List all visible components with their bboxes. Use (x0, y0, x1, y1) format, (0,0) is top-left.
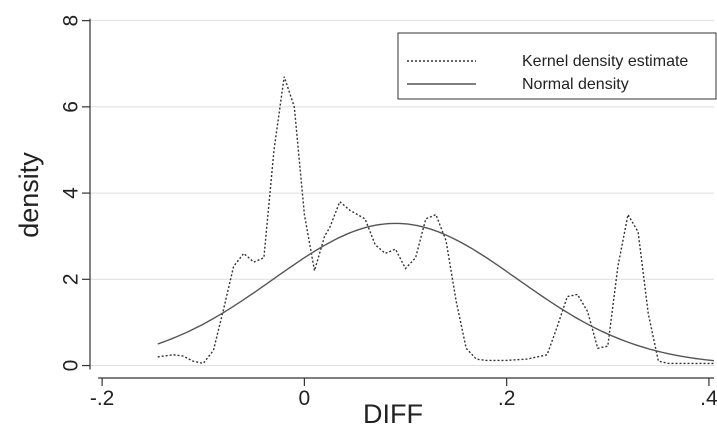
ticks: 0 2 4 6 8 -.2 0 .2 .4 (59, 15, 717, 410)
legend: Kernel density estimate Normal density (397, 32, 717, 100)
axes (89, 18, 714, 379)
gridlines (90, 20, 714, 367)
legend-box (397, 32, 717, 100)
x-tick-label-2: .2 (498, 387, 516, 410)
legend-label-normal-density: Normal density (522, 76, 629, 93)
series (157, 76, 715, 365)
y-tick-label-1: 2 (59, 273, 82, 285)
y-tick-label-3: 6 (59, 101, 82, 113)
legend-label-kernel-density: Kernel density estimate (522, 53, 688, 70)
y-tick-label-2: 4 (59, 187, 82, 199)
x-tick-label-3: .4 (700, 387, 717, 410)
series-line-kernel-density (157, 76, 714, 365)
x-tick-label-1: 0 (299, 387, 311, 410)
x-tick-label-0: -.2 (90, 387, 115, 410)
y-axis-title: density (14, 152, 44, 238)
series-line-normal-density (157, 222, 715, 362)
x-axis-title: DIFF (363, 399, 423, 425)
y-tick-label-4: 8 (59, 15, 82, 27)
y-tick-label-0: 0 (59, 360, 82, 372)
